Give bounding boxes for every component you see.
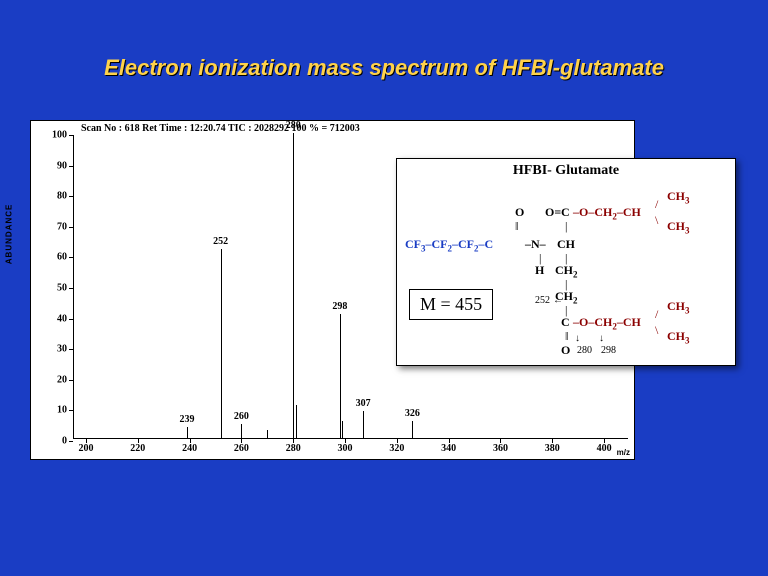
- spectrum-peak: [363, 411, 364, 439]
- branch-t1: /: [655, 197, 658, 212]
- y-tick-label: 100: [52, 130, 67, 141]
- y-tick-label: 0: [62, 436, 67, 447]
- bond-up: |: [565, 219, 567, 234]
- y-tick-label: 50: [57, 283, 67, 294]
- ester-top-ch3a: CH3: [667, 189, 690, 205]
- spectrum-peak: [293, 133, 294, 439]
- y-tick: [69, 288, 73, 289]
- y-tick: [69, 166, 73, 167]
- y-tick: [69, 227, 73, 228]
- h: H: [535, 263, 544, 278]
- spectrum-peak: [187, 427, 188, 439]
- y-tick-label: 10: [57, 405, 67, 416]
- arrow-252: ←: [553, 295, 563, 306]
- o-bot: O: [561, 343, 570, 358]
- y-tick: [69, 410, 73, 411]
- spectrum-peak: [412, 421, 413, 439]
- ester-bot-ch3a: CH3: [667, 299, 690, 315]
- y-tick: [69, 441, 73, 442]
- carbonyl-o-top: O=: [545, 205, 561, 220]
- structure-title: HFBI- Glutamate: [397, 163, 735, 179]
- y-tick-label: 70: [57, 221, 67, 232]
- slide-title: Electron ionization mass spectrum of HFB…: [0, 55, 768, 81]
- peak-label: 307: [356, 398, 371, 409]
- nh: –N–: [525, 237, 546, 252]
- y-tick-label: 80: [57, 191, 67, 202]
- x-tick-label: 200: [78, 443, 93, 454]
- x-tick-label: 280: [286, 443, 301, 454]
- x-tick-label: 380: [545, 443, 560, 454]
- peak-label: 239: [179, 414, 194, 425]
- carbonyl-c-top: C: [561, 205, 570, 220]
- x-axis-label: m/z: [617, 448, 630, 457]
- chart-header: Scan No : 618 Ret Time : 12:20.74 TIC : …: [81, 123, 360, 134]
- x-tick-label: 220: [130, 443, 145, 454]
- ch-alpha: CH: [557, 237, 575, 252]
- y-tick-label: 60: [57, 252, 67, 263]
- branch-t2: \: [655, 213, 658, 228]
- structure-panel: HFBI- Glutamate CF3–CF2–CF2–C O ‖ –N– | …: [396, 158, 736, 366]
- x-tick-label: 320: [389, 443, 404, 454]
- spectrum-peak: [342, 421, 343, 439]
- y-tick: [69, 380, 73, 381]
- peak-label: 280: [286, 120, 301, 131]
- y-tick: [69, 135, 73, 136]
- spectrum-peak: [221, 249, 222, 439]
- spectrum-peak: [241, 424, 242, 439]
- spectrum-peak: [340, 314, 341, 439]
- dbond-bot: ‖: [565, 329, 568, 344]
- ester-bot: –O–CH2–CH: [573, 315, 641, 331]
- x-tick-label: 240: [182, 443, 197, 454]
- x-tick-label: 300: [338, 443, 353, 454]
- x-axis: [73, 438, 628, 439]
- frag-252: 252: [535, 295, 550, 306]
- arrow-280: ↓: [575, 333, 580, 344]
- arrow-298: ↓: [599, 333, 604, 344]
- x-tick-label: 340: [441, 443, 456, 454]
- x-tick-label: 260: [234, 443, 249, 454]
- branch-b1: /: [655, 307, 658, 322]
- y-tick: [69, 349, 73, 350]
- carbonyl-o-1: O: [515, 205, 524, 220]
- molecular-mass: M = 455: [409, 289, 493, 320]
- ester-top: –O–CH2–CH: [573, 205, 641, 221]
- frag-280: 280: [577, 345, 592, 356]
- fluoro-chain: CF3–CF2–CF2–C: [405, 237, 493, 253]
- peak-label: 260: [234, 411, 249, 422]
- y-tick: [69, 319, 73, 320]
- y-tick-label: 90: [57, 160, 67, 171]
- spectrum-peak: [296, 405, 297, 439]
- x-tick-label: 360: [493, 443, 508, 454]
- peak-label: 252: [213, 236, 228, 247]
- dbond-1: ‖: [515, 219, 518, 234]
- ester-bot-ch3b: CH3: [667, 329, 690, 345]
- frag-298: 298: [601, 345, 616, 356]
- spectrum-peak: [267, 430, 268, 439]
- y-axis-label: ABUNDANCE: [5, 204, 14, 265]
- x-tick-label: 400: [597, 443, 612, 454]
- peak-label: 326: [405, 408, 420, 419]
- y-tick-label: 40: [57, 313, 67, 324]
- y-tick-label: 30: [57, 344, 67, 355]
- y-tick: [69, 257, 73, 258]
- y-axis: [73, 135, 74, 439]
- y-tick-label: 20: [57, 374, 67, 385]
- branch-b2: \: [655, 323, 658, 338]
- peak-label: 298: [332, 301, 347, 312]
- y-tick: [69, 196, 73, 197]
- ester-top-ch3b: CH3: [667, 219, 690, 235]
- carbonyl-c-bot: C: [561, 315, 570, 330]
